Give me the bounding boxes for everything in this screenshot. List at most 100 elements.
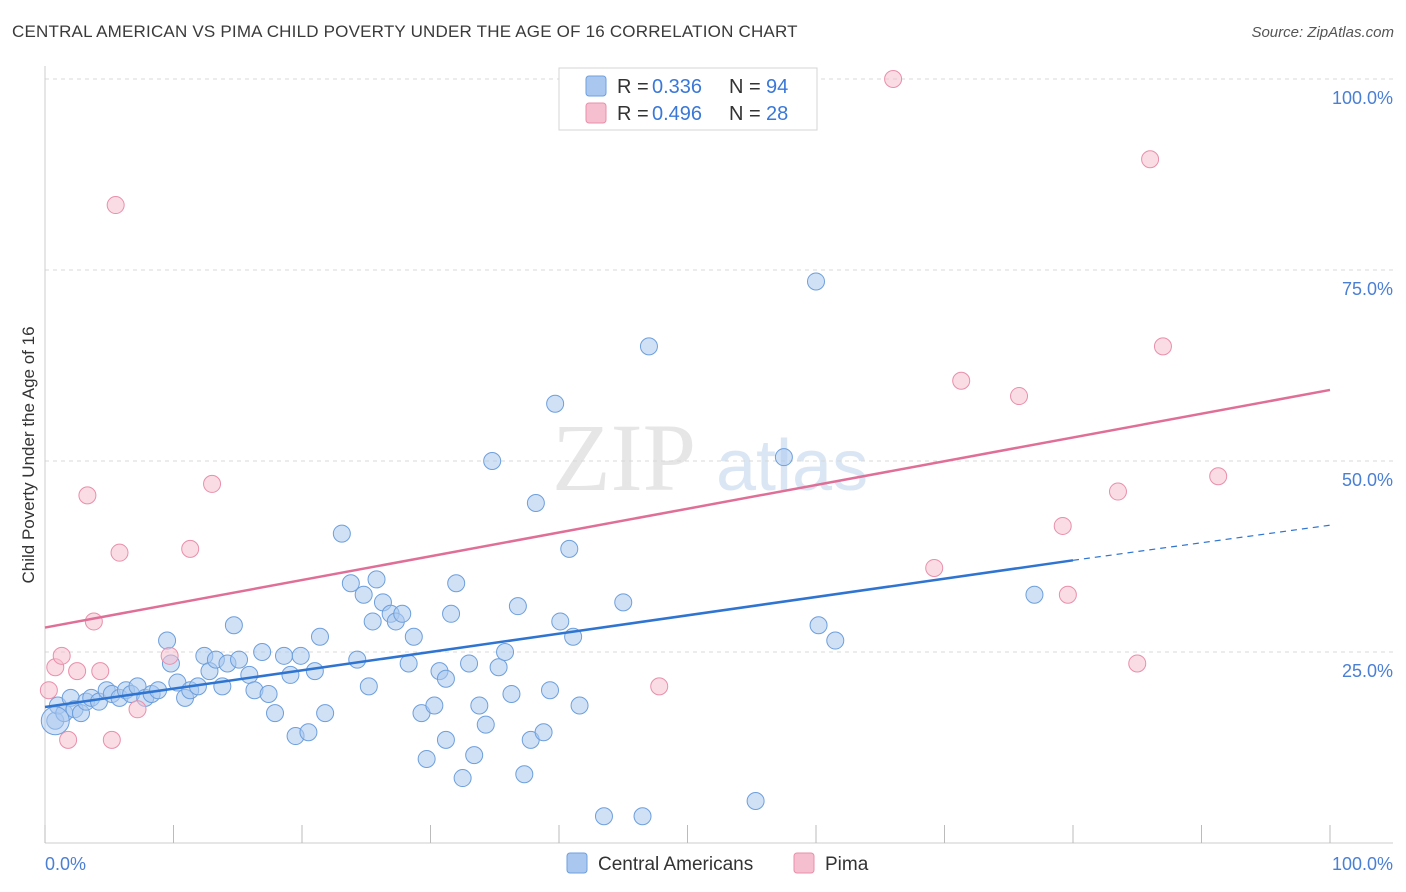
point-central-americans xyxy=(526,494,545,513)
point-central-americans xyxy=(417,749,436,768)
point-pima xyxy=(1010,387,1029,406)
bottom-legend-swatch-pink xyxy=(793,852,815,874)
point-central-americans xyxy=(460,654,479,673)
y-tick-label: 50.0% xyxy=(1342,470,1393,490)
point-pima xyxy=(59,730,78,749)
point-pima xyxy=(1141,150,1160,169)
point-pima xyxy=(102,730,121,749)
point-central-americans xyxy=(259,685,278,704)
point-pima xyxy=(181,539,200,558)
point-central-americans xyxy=(560,539,579,558)
point-central-americans xyxy=(541,681,560,700)
bottom-legend-swatch-blue xyxy=(566,852,588,874)
point-central-americans xyxy=(502,685,521,704)
x-tick-label-max: 100.0% xyxy=(1332,854,1393,874)
legend-n-value-blue: 94 xyxy=(766,76,788,98)
point-pima xyxy=(160,646,179,665)
point-pima xyxy=(78,486,97,505)
point-central-americans xyxy=(359,677,378,696)
point-pima xyxy=(91,662,110,681)
y-tick-label: 25.0% xyxy=(1342,661,1393,681)
legend-swatch-blue xyxy=(585,75,607,97)
point-central-americans xyxy=(253,643,272,661)
point-central-americans xyxy=(515,765,534,784)
point-central-americans xyxy=(476,715,495,734)
x-tick-labels: 0.0% 100.0% xyxy=(45,854,1393,874)
watermark-zip: ZIP xyxy=(552,404,696,511)
legend-swatch-pink xyxy=(585,102,607,124)
point-central-americans xyxy=(594,807,613,826)
legend-r-value-blue: 0.336 xyxy=(652,76,702,98)
point-pima xyxy=(884,70,903,88)
y-tick-label: 75.0% xyxy=(1342,279,1393,299)
point-central-americans xyxy=(436,730,455,749)
point-central-americans xyxy=(230,650,249,669)
point-central-americans xyxy=(291,646,310,665)
point-central-americans xyxy=(639,337,658,356)
top-legend: R = 0.336 N = 94 R = 0.496 N = 28 xyxy=(558,67,818,131)
y-axis-label: Child Poverty Under the Age of 16 xyxy=(19,326,38,583)
point-central-americans xyxy=(483,452,502,470)
point-pima xyxy=(1209,467,1228,486)
trend-line-central-americans-extension xyxy=(1072,524,1331,561)
chart-title: CENTRAL AMERICAN VS PIMA CHILD POVERTY U… xyxy=(12,22,798,41)
point-central-americans xyxy=(809,616,828,635)
point-central-americans xyxy=(496,643,515,661)
point-central-americans xyxy=(305,662,324,681)
y-tick-label: 100.0% xyxy=(1332,88,1393,108)
point-central-americans xyxy=(546,394,565,413)
point-central-americans xyxy=(399,654,418,673)
watermark-atlas: atlas xyxy=(716,426,868,506)
point-central-americans xyxy=(453,769,472,788)
point-pima xyxy=(128,700,147,719)
trend-line-pima xyxy=(44,388,1331,629)
point-pima xyxy=(925,558,944,577)
point-central-americans xyxy=(465,746,484,765)
point-central-americans xyxy=(341,574,360,593)
point-central-americans xyxy=(281,665,300,684)
point-pima xyxy=(952,371,971,390)
point-pima xyxy=(1128,654,1147,673)
legend-r-value-pink: 0.496 xyxy=(652,103,702,125)
point-central-americans xyxy=(240,665,259,684)
point-central-americans xyxy=(447,574,466,593)
legend-n-label-blue: N = xyxy=(729,76,761,98)
point-central-americans xyxy=(310,627,329,646)
point-central-americans xyxy=(275,646,294,665)
point-central-americans xyxy=(404,627,423,646)
grid-lines xyxy=(45,78,1393,653)
legend-r-label-blue: R = xyxy=(617,76,649,98)
bottom-legend-label-pink: Pima xyxy=(825,854,869,875)
point-central-americans xyxy=(1025,585,1044,604)
point-central-americans xyxy=(551,612,570,631)
legend-r-label-pink: R = xyxy=(617,103,649,125)
point-central-americans xyxy=(354,585,373,604)
point-central-americans xyxy=(470,696,489,715)
point-central-americans xyxy=(489,658,508,677)
point-pima xyxy=(650,677,669,696)
point-pima xyxy=(203,474,222,493)
point-central-americans xyxy=(807,272,825,291)
bottom-legend-label-blue: Central Americans xyxy=(598,854,753,875)
point-pima xyxy=(39,681,58,700)
point-central-americans xyxy=(266,704,285,723)
trend-line-central-americans xyxy=(44,559,1074,709)
point-central-americans xyxy=(774,448,793,467)
point-central-americans xyxy=(436,669,455,688)
source-label: Source: ZipAtlas.com xyxy=(1251,24,1394,41)
point-central-americans xyxy=(332,524,351,543)
point-pima xyxy=(1108,482,1127,501)
point-central-americans xyxy=(425,696,444,715)
point-central-americans xyxy=(363,612,382,631)
point-pima xyxy=(110,543,129,562)
point-central-americans xyxy=(299,723,318,742)
point-pima xyxy=(68,662,87,681)
point-central-americans xyxy=(534,723,553,742)
point-central-americans xyxy=(746,791,765,810)
point-central-americans-cluster xyxy=(40,706,70,736)
bottom-legend: Central Americans Pima xyxy=(566,852,869,875)
point-pima xyxy=(1058,585,1077,604)
point-pima xyxy=(106,196,125,215)
point-pima xyxy=(1153,337,1172,356)
